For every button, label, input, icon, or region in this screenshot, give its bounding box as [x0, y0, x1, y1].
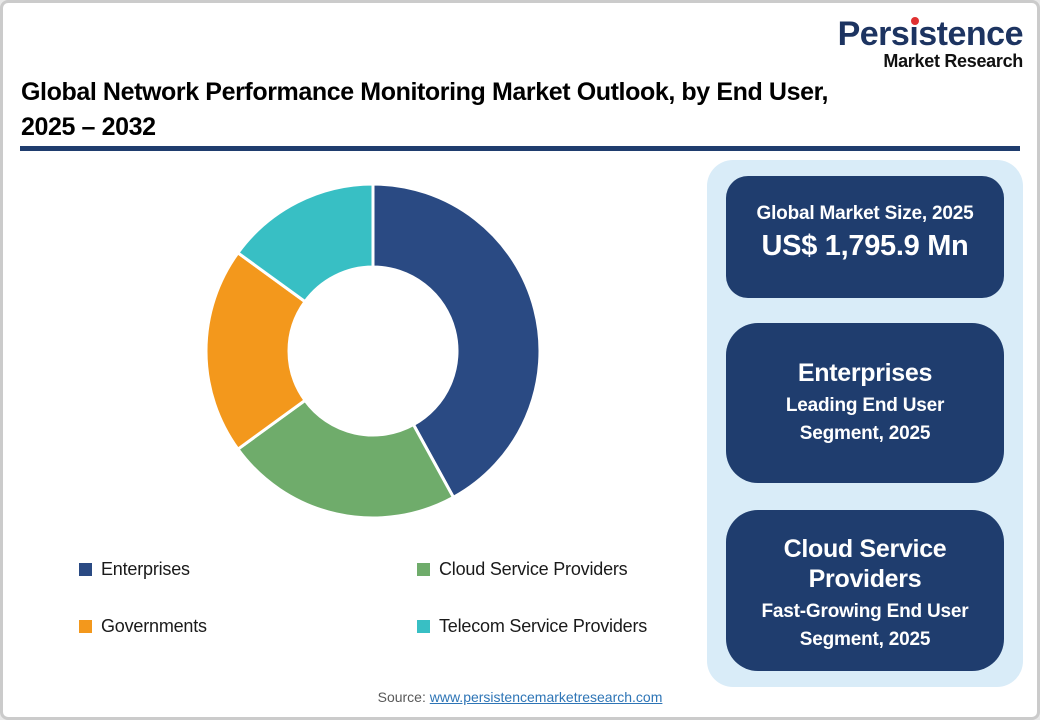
logo-tagline: Market Research: [883, 51, 1023, 71]
legend-item-governments: Governments: [79, 616, 417, 637]
source-line: Source: www.persistencemarketresearch.co…: [3, 689, 1037, 705]
info-panel: Global Market Size, 2025 US$ 1,795.9 Mn …: [707, 160, 1023, 687]
legend-item-telecom-service-providers: Telecom Service Providers: [417, 616, 699, 637]
leading-segment-card: Enterprises Leading End User Segment, 20…: [726, 323, 1004, 483]
market-size-label: Global Market Size, 2025: [756, 203, 974, 224]
chart-legend: Enterprises Cloud Service Providers Govern…: [79, 559, 699, 637]
source-label: Source:: [377, 689, 426, 705]
logo-wordmark: Persistence: [837, 15, 1024, 53]
fast-growing-segment-subtitle: Fast-Growing End User Segment, 2025: [761, 601, 969, 650]
legend-swatch-icon: [417, 620, 430, 633]
brand-logo: Persistence Market Research: [837, 15, 1024, 71]
source-link[interactable]: www.persistencemarketresearch.com: [429, 689, 663, 705]
page-title-line1: Global Network Performance Monitoring Ma…: [21, 78, 829, 106]
legend-swatch-icon: [79, 563, 92, 576]
legend-item-enterprises: Enterprises: [79, 559, 417, 580]
logo-text: Persistence: [837, 15, 1024, 53]
page-title-line2: 2025 – 2032: [21, 112, 156, 141]
page-title: Global Network Performance Monitoring Ma…: [21, 75, 1011, 144]
fast-growing-segment-card: Cloud Service Providers Fast-Growing End…: [726, 510, 1004, 671]
donut-slice-telecom-service-providers: [236, 182, 375, 304]
donut-slice-governments: [204, 251, 307, 451]
legend-label: Telecom Service Providers: [439, 616, 648, 636]
legend-label: Cloud Service Providers: [439, 559, 628, 579]
title-underline: [20, 146, 1020, 151]
legend-swatch-icon: [417, 563, 430, 576]
market-size-card: Global Market Size, 2025 US$ 1,795.9 Mn: [726, 176, 1004, 298]
donut-slice-enterprises: [371, 182, 542, 499]
legend-swatch-icon: [79, 620, 92, 633]
logo-dot-icon: [910, 17, 919, 25]
legend-label: Enterprises: [101, 559, 190, 579]
legend-item-cloud-service-providers: Cloud Service Providers: [417, 559, 699, 580]
fast-growing-segment-title: Cloud Service Providers: [783, 535, 947, 593]
leading-segment-title: Enterprises: [797, 359, 933, 387]
legend-label: Governments: [101, 616, 207, 636]
leading-segment-subtitle: Leading End User Segment, 2025: [785, 395, 945, 444]
donut-slice-cloud-service-providers: [236, 398, 455, 520]
market-size-value: US$ 1,795.9 Mn: [761, 230, 969, 262]
donut-chart: [204, 182, 542, 520]
